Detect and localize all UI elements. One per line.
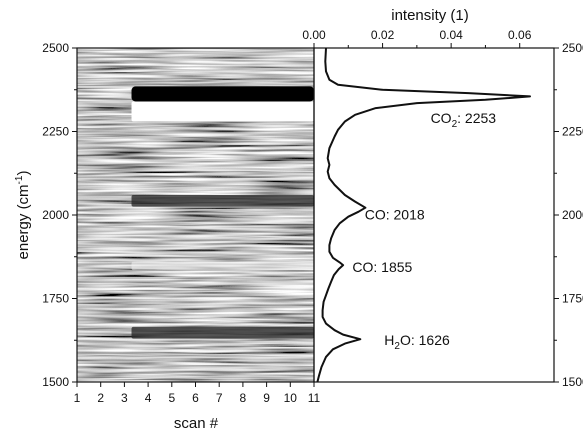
y-tick-label-left-0: 1500 bbox=[42, 375, 69, 389]
peak-annotation-0: CO2: 2253 bbox=[431, 110, 497, 130]
heatmap-feature-1 bbox=[131, 101, 314, 122]
y-axis-label-close: ) bbox=[15, 171, 32, 176]
x-tick-label-scan-2: 3 bbox=[121, 391, 128, 405]
x-tick-label-scan-7: 8 bbox=[240, 391, 247, 405]
x-tick-label-scan-8: 9 bbox=[263, 391, 270, 405]
y-tick-label-right-2: 2000 bbox=[562, 208, 583, 222]
y-axis-label-sup: -1 bbox=[14, 175, 25, 184]
heatmap-panel bbox=[77, 48, 314, 382]
y-axis-label-energy: energy (cm-1) bbox=[14, 171, 32, 260]
peak-annotation-2: CO: 1855 bbox=[352, 259, 412, 275]
heatmap-feature-3 bbox=[131, 261, 314, 271]
y-tick-label-left-3: 2250 bbox=[42, 125, 69, 139]
y-tick-label-left-4: 2500 bbox=[42, 41, 69, 55]
intensity-series-line-0 bbox=[316, 47, 531, 383]
heatmap-feature-0 bbox=[131, 86, 314, 102]
x-tick-label-scan-9: 10 bbox=[284, 391, 298, 405]
line-panel: 0.00 0.02 0.04 0.06 1500 1750 2000 2250 2500 CO2:… bbox=[302, 28, 583, 389]
peak-annotation-3: H2O: 1626 bbox=[384, 332, 450, 352]
x-axis-label-intensity: intensity (1) bbox=[391, 7, 469, 24]
x-tick-label-intensity-0: 0.00 bbox=[302, 28, 326, 42]
peak-annotation-1: CO: 2018 bbox=[365, 206, 425, 222]
y-tick-label-right-1: 1750 bbox=[562, 292, 583, 306]
heatmap-feature-2 bbox=[131, 194, 314, 207]
y-tick-label-right-3: 2250 bbox=[562, 125, 583, 139]
x-axis-label-scan: scan # bbox=[174, 415, 219, 431]
y-tick-label-right-4: 2500 bbox=[562, 41, 583, 55]
x-tick-label-intensity-2: 0.04 bbox=[439, 28, 463, 42]
x-tick-label-scan-1: 2 bbox=[97, 391, 104, 405]
heatmap-feature-4 bbox=[131, 326, 314, 339]
y-tick-label-right-0: 1500 bbox=[562, 375, 583, 389]
x-tick-label-scan-0: 1 bbox=[74, 391, 81, 405]
y-tick-label-left-1: 1750 bbox=[42, 292, 69, 306]
y-tick-label-left-2: 2000 bbox=[42, 208, 69, 222]
x-tick-label-intensity-3: 0.06 bbox=[508, 28, 532, 42]
x-tick-label-scan-4: 5 bbox=[168, 391, 175, 405]
heatmap-features bbox=[131, 86, 314, 339]
x-tick-label-scan-10: 11 bbox=[308, 391, 321, 405]
x-tick-label-intensity-1: 0.02 bbox=[371, 28, 395, 42]
y-axis-label-main: energy (cm bbox=[15, 184, 32, 259]
x-tick-label-scan-5: 6 bbox=[192, 391, 199, 405]
x-tick-label-scan-3: 4 bbox=[145, 391, 152, 405]
x-tick-label-scan-6: 7 bbox=[216, 391, 223, 405]
